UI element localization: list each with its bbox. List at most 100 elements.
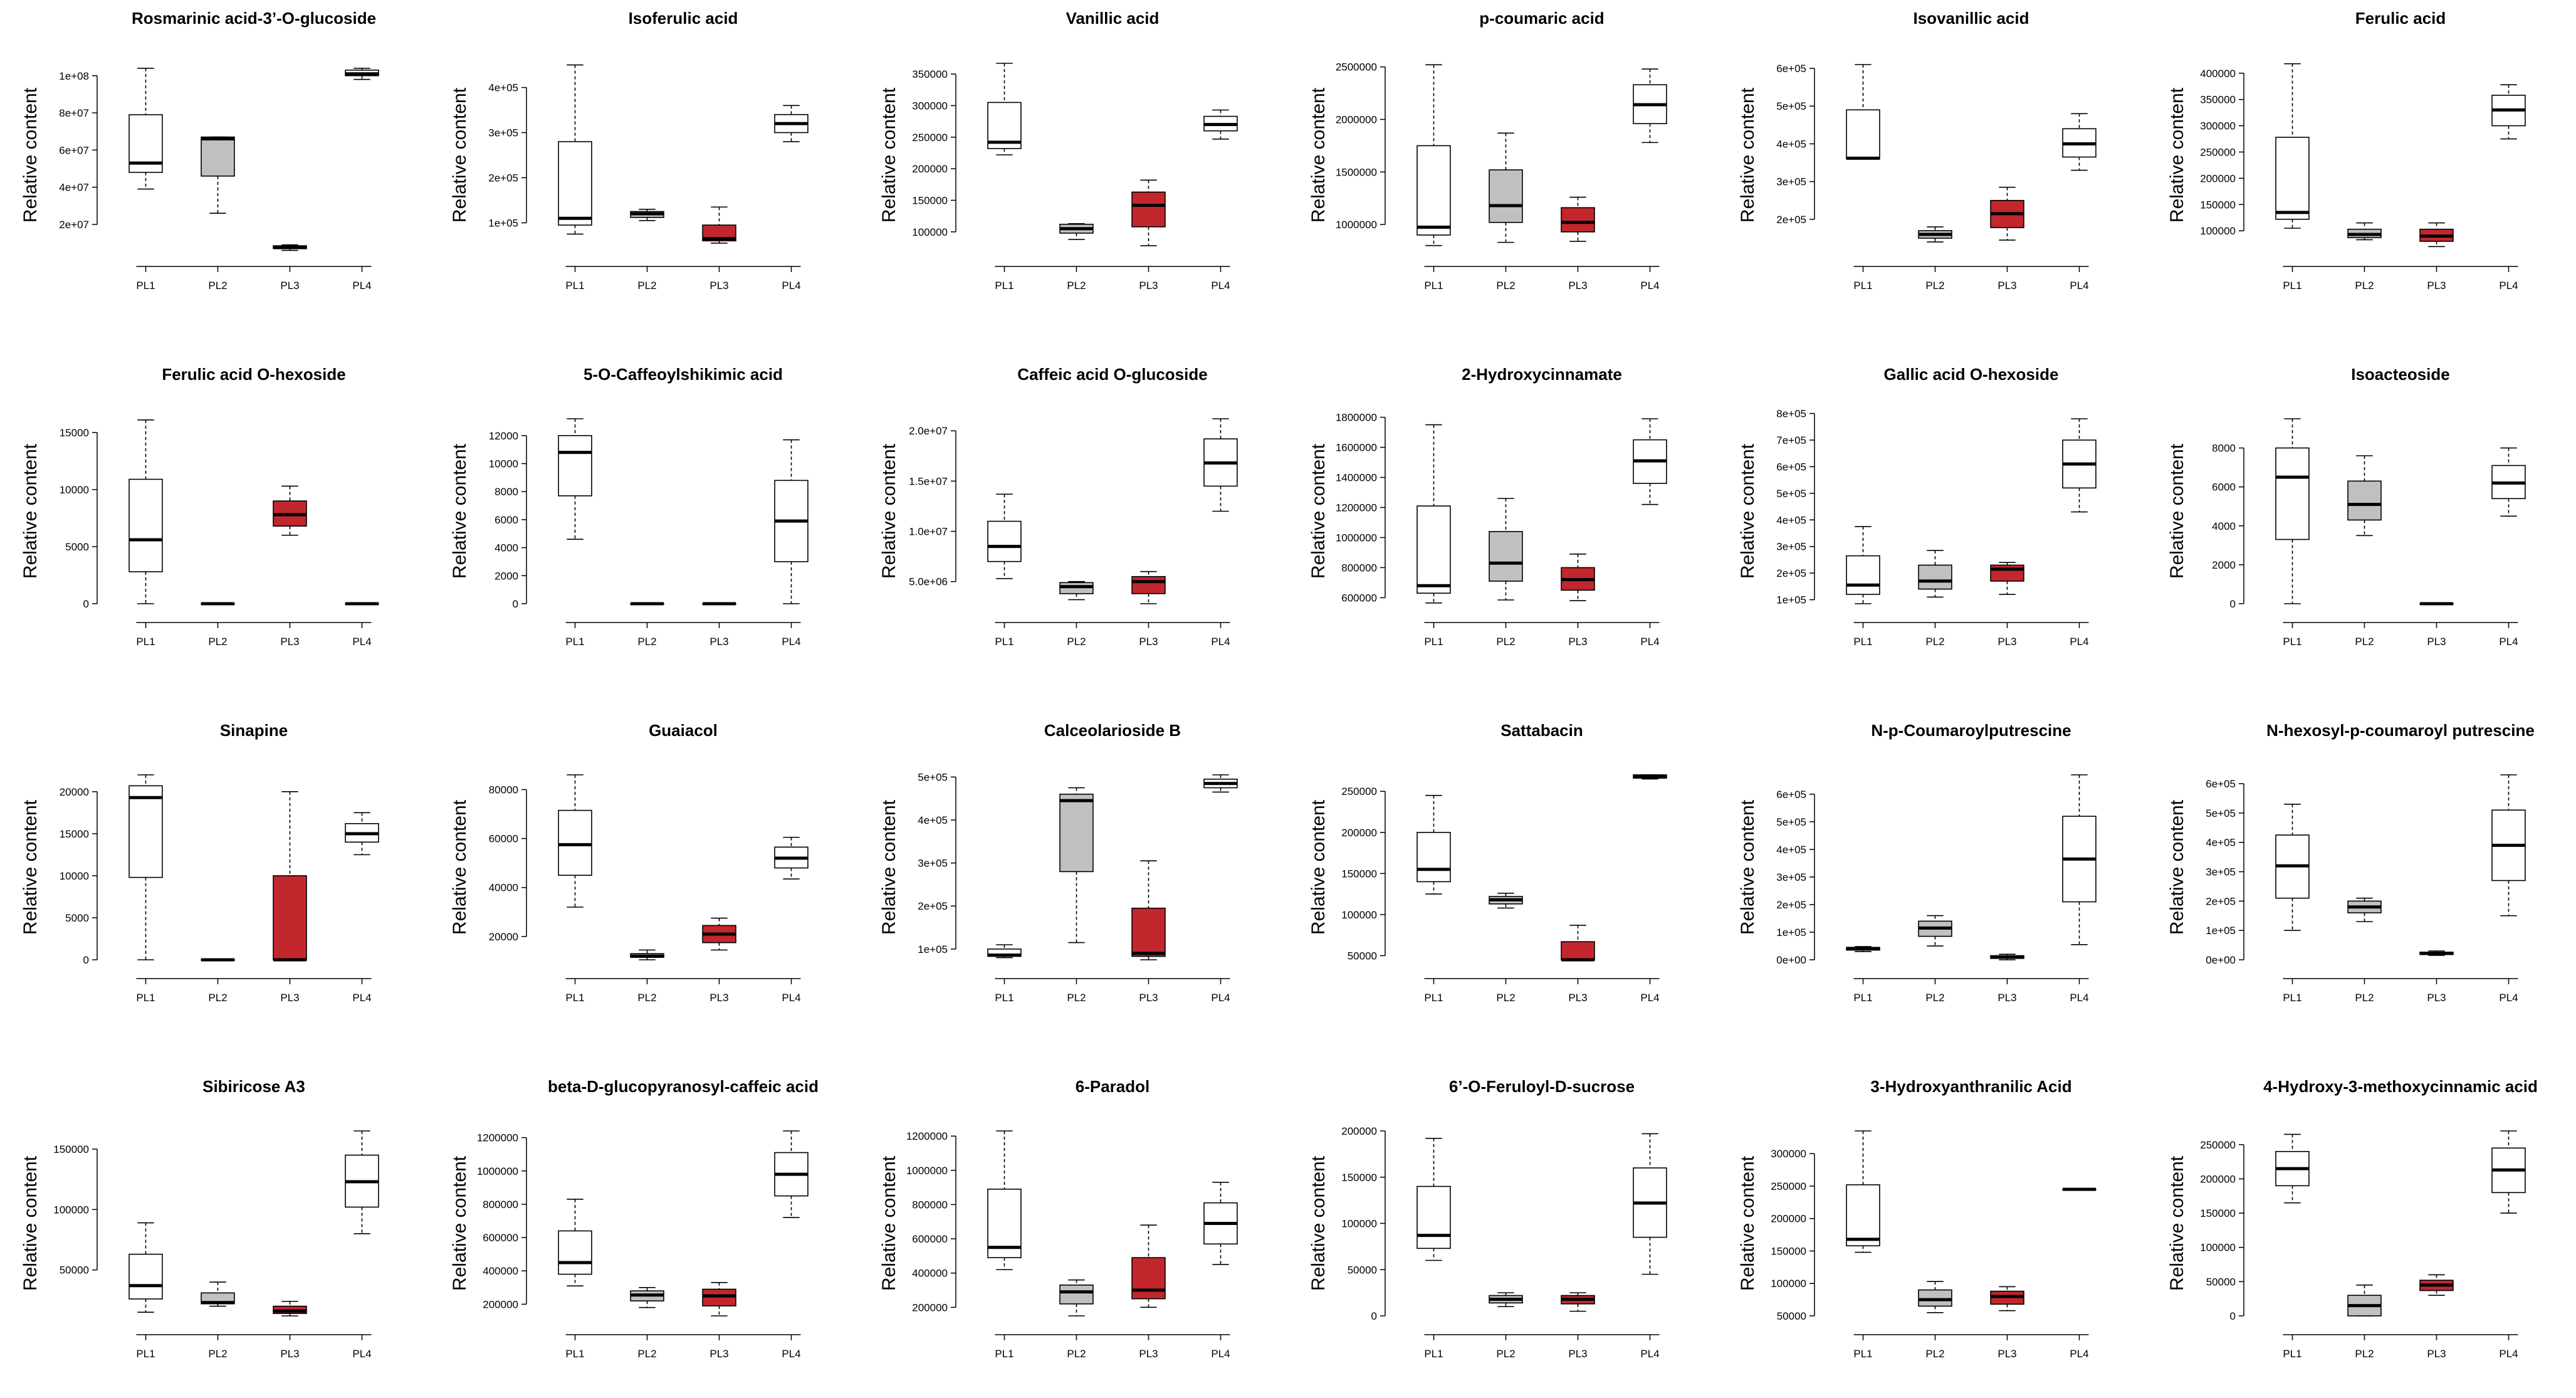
chart-panel: N-hexosyl-p-coumaroyl putrescine Relative… xyxy=(2167,721,2535,1004)
x-tick-label: PL1 xyxy=(1424,280,1443,292)
y-tick-label: 2e+05 xyxy=(1776,567,1806,579)
chart-panel: p-coumaric acid Relative content 1000000 15… xyxy=(1308,9,1667,292)
box-pl3 xyxy=(2419,1274,2454,1296)
box-pl3 xyxy=(1131,179,1166,246)
box-pl3 xyxy=(702,917,736,951)
chart-title: 2-Hydroxycinnamate xyxy=(1462,365,1622,384)
iqr-box xyxy=(1416,831,1451,883)
box-pl2 xyxy=(2347,455,2382,537)
x-tick-label: PL2 xyxy=(208,992,227,1004)
y-tick-label: 1500000 xyxy=(1336,166,1377,178)
x-tick-label: PL1 xyxy=(2283,992,2301,1004)
y-tick-label: 1e+08 xyxy=(59,70,89,82)
y-tick-label: 50000 xyxy=(1777,1310,1806,1322)
box-pl4 xyxy=(2062,1187,2097,1191)
x-tick-label: PL1 xyxy=(2283,1348,2301,1360)
y-tick-label: 50000 xyxy=(1348,1264,1377,1276)
iqr-box xyxy=(1059,1285,1094,1305)
y-axis-label: Relative content xyxy=(1737,1155,1758,1291)
y-tick-label: 2e+05 xyxy=(2206,895,2236,907)
y-tick-label: 100000 xyxy=(1771,1278,1806,1290)
y-tick-label: 15000 xyxy=(60,427,89,439)
box-pl4 xyxy=(1633,774,1667,780)
x-tick-label: PL2 xyxy=(1067,636,1086,648)
y-tick-label: 2e+05 xyxy=(1776,214,1806,226)
y-tick-label: 1e+05 xyxy=(1776,594,1806,606)
y-tick-label: 6e+05 xyxy=(1776,63,1806,75)
y-axis-label: Relative content xyxy=(20,443,41,579)
box-pl1 xyxy=(128,68,163,190)
y-axis-label: Relative content xyxy=(2167,799,2187,935)
y-tick-label: 200000 xyxy=(483,1298,518,1310)
x-tick-label: PL4 xyxy=(2499,992,2518,1004)
y-axis-label: Relative content xyxy=(1308,87,1329,223)
box-pl3 xyxy=(1131,860,1166,960)
box-pl4 xyxy=(774,439,809,604)
x-tick-label: PL4 xyxy=(782,280,800,292)
box-pl2 xyxy=(1059,581,1094,601)
x-tick-label: PL2 xyxy=(1496,992,1515,1004)
x-tick-label: PL1 xyxy=(565,280,584,292)
chart-title: Ferulic acid O-hexoside xyxy=(162,365,345,384)
y-tick-label: 250000 xyxy=(1341,786,1377,797)
chart-title: p-coumaric acid xyxy=(1479,9,1604,28)
y-tick-label: 200000 xyxy=(2200,172,2236,184)
iqr-box xyxy=(2275,137,2310,220)
chart-panel: Isoacteoside Relative content 0 2000 4000 600… xyxy=(2167,365,2526,648)
x-tick-label: PL3 xyxy=(1139,992,1158,1004)
y-tick-label: 6e+07 xyxy=(59,144,89,156)
y-tick-label: 100000 xyxy=(912,226,948,238)
box-pl4 xyxy=(1203,1182,1238,1265)
box-pl2 xyxy=(1918,1281,1952,1313)
y-axis-label: Relative content xyxy=(20,87,41,223)
box-pl1 xyxy=(987,493,1022,579)
box-pl3 xyxy=(1561,196,1595,242)
box-pl2 xyxy=(1918,915,1952,947)
box-pl4 xyxy=(2491,1130,2526,1214)
y-tick-label: 1.0e+07 xyxy=(909,526,948,538)
y-tick-label: 3e+05 xyxy=(488,127,518,139)
y-tick-label: 2000 xyxy=(495,570,518,582)
x-tick-label: PL3 xyxy=(1997,280,2016,292)
y-tick-label: 4e+05 xyxy=(488,82,518,94)
box-pl2 xyxy=(1059,787,1094,943)
box-pl2 xyxy=(1489,132,1523,243)
box-pl1 xyxy=(1416,1138,1451,1261)
x-tick-label: PL4 xyxy=(1640,992,1659,1004)
y-tick-label: 1000000 xyxy=(477,1165,518,1177)
y-tick-label: 0e+00 xyxy=(2206,954,2236,966)
x-tick-label: PL1 xyxy=(995,992,1013,1004)
x-tick-label: PL2 xyxy=(208,280,227,292)
iqr-box xyxy=(558,809,592,876)
x-tick-label: PL2 xyxy=(1067,992,1086,1004)
box-pl4 xyxy=(2062,774,2097,945)
y-tick-label: 200000 xyxy=(912,1301,948,1313)
box-pl1 xyxy=(128,1222,163,1313)
y-tick-label: 200000 xyxy=(912,163,948,175)
y-tick-label: 50000 xyxy=(1348,950,1377,962)
x-tick-label: PL1 xyxy=(136,636,155,648)
box-pl1 xyxy=(2275,418,2310,604)
y-tick-label: 600000 xyxy=(483,1232,518,1244)
box-pl3 xyxy=(273,1301,307,1317)
x-tick-label: PL3 xyxy=(709,1348,728,1360)
y-tick-label: 200000 xyxy=(2200,1173,2236,1185)
y-axis-label: Relative content xyxy=(1308,799,1329,935)
box-pl2 xyxy=(1489,1292,1523,1308)
chart-panel: Gallic acid O-hexoside Relative content 1e… xyxy=(1737,365,2097,648)
x-tick-label: PL3 xyxy=(2427,280,2446,292)
y-tick-label: 1200000 xyxy=(906,1130,948,1142)
box-pl3 xyxy=(273,485,307,536)
iqr-box xyxy=(1990,564,2024,582)
x-tick-label: PL4 xyxy=(782,636,800,648)
x-tick-label: PL4 xyxy=(1640,636,1659,648)
box-pl1 xyxy=(987,1130,1022,1271)
y-tick-label: 150000 xyxy=(53,1143,89,1155)
y-tick-label: 400000 xyxy=(912,1268,948,1280)
y-tick-label: 20000 xyxy=(489,931,518,943)
y-tick-label: 2e+05 xyxy=(1776,899,1806,911)
y-tick-label: 5e+05 xyxy=(1776,816,1806,828)
y-tick-label: 1200000 xyxy=(1336,502,1377,514)
box-pl1 xyxy=(2275,804,2310,931)
x-tick-label: PL1 xyxy=(565,1348,584,1360)
